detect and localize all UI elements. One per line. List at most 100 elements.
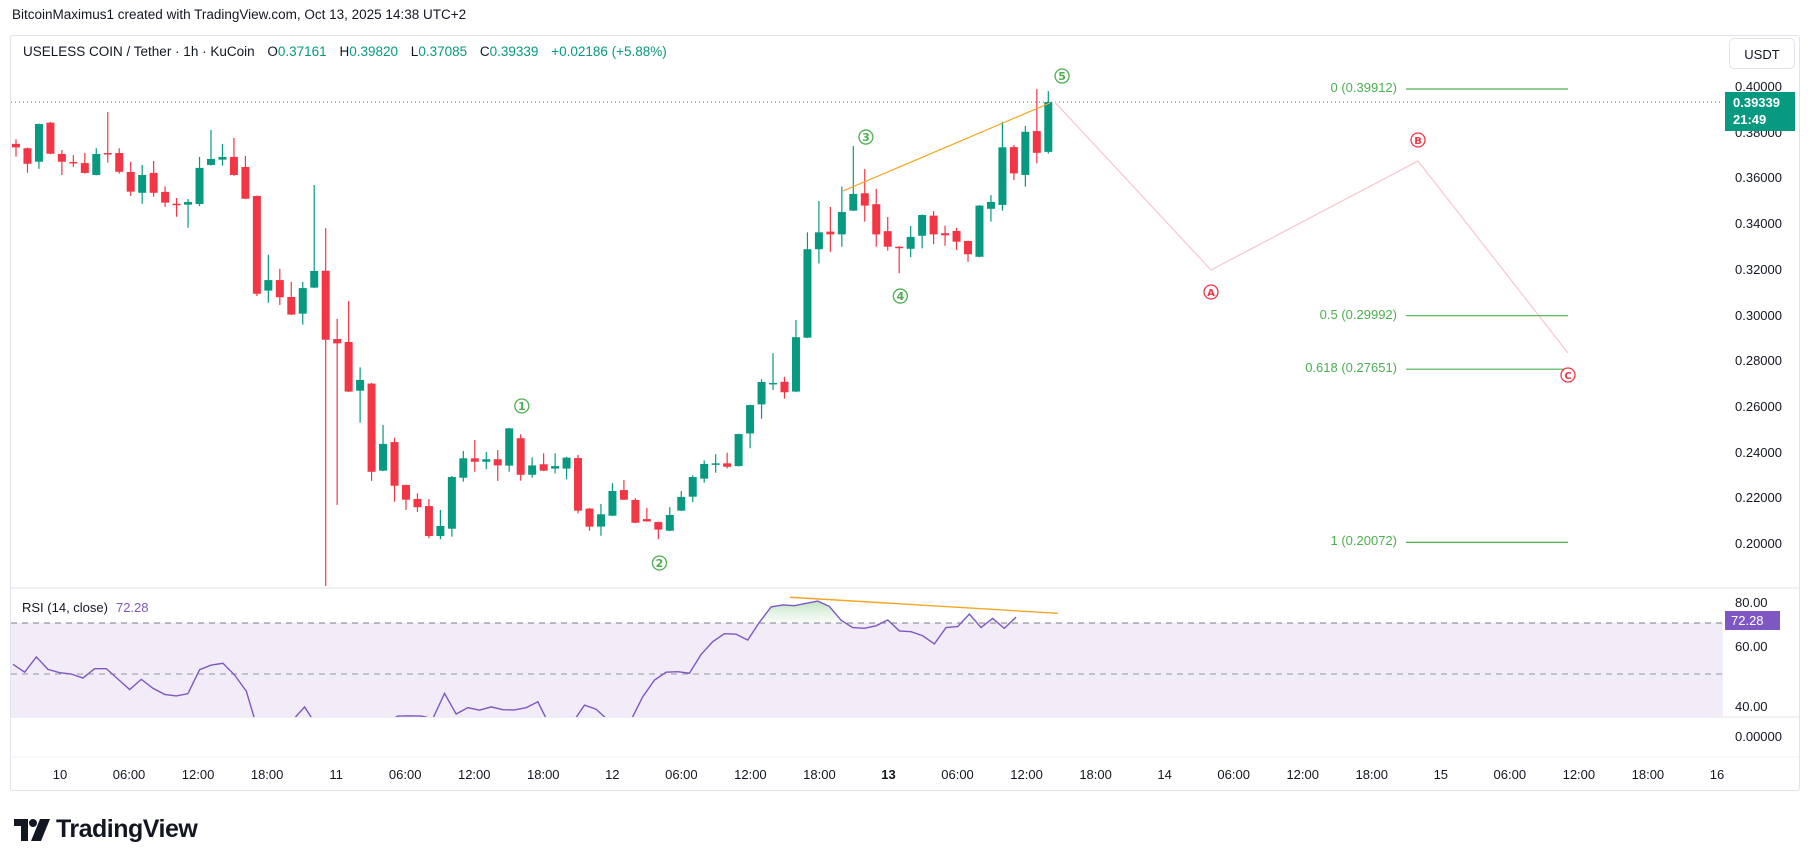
candle[interactable]	[952, 227, 961, 250]
candle[interactable]	[92, 148, 101, 176]
candle[interactable]	[333, 318, 342, 505]
candle[interactable]	[505, 427, 514, 472]
tradingview-logo[interactable]: TradingView	[14, 815, 198, 844]
candle[interactable]	[390, 437, 399, 502]
candle[interactable]	[596, 504, 605, 536]
currency-button[interactable]: USDT	[1729, 38, 1795, 69]
candle[interactable]	[941, 225, 950, 246]
symbol-name[interactable]: USELESS COIN / Tether · 1h · KuCoin	[23, 44, 255, 59]
candle[interactable]	[964, 240, 973, 262]
candle[interactable]	[34, 123, 43, 169]
candle[interactable]	[1021, 126, 1030, 187]
candle[interactable]	[23, 147, 32, 173]
candle[interactable]	[447, 475, 456, 537]
candle[interactable]	[321, 228, 330, 587]
candle[interactable]	[551, 453, 560, 474]
candle[interactable]	[482, 451, 491, 470]
candle[interactable]	[287, 281, 296, 316]
candle[interactable]	[872, 188, 881, 247]
candle[interactable]	[975, 205, 984, 258]
candle[interactable]	[780, 376, 789, 399]
candle[interactable]	[379, 424, 388, 472]
candle[interactable]	[574, 454, 583, 514]
candle[interactable]	[906, 225, 915, 258]
candle[interactable]	[218, 143, 227, 166]
candle[interactable]	[528, 457, 537, 478]
candle[interactable]	[860, 169, 869, 222]
candle[interactable]	[206, 129, 215, 166]
candle[interactable]	[631, 498, 640, 524]
candle[interactable]	[46, 121, 55, 155]
candle[interactable]	[298, 281, 307, 325]
candle[interactable]	[493, 450, 502, 481]
candle[interactable]	[367, 382, 376, 481]
candle[interactable]	[711, 454, 720, 473]
candle[interactable]	[998, 121, 1007, 211]
abc-correction-path[interactable]	[1054, 101, 1569, 354]
candle[interactable]	[700, 460, 709, 483]
candle[interactable]	[918, 214, 927, 249]
rsi-pane[interactable]	[11, 596, 1723, 738]
candle[interactable]	[126, 161, 135, 196]
candle[interactable]	[539, 453, 548, 472]
candle[interactable]	[69, 155, 78, 167]
candle[interactable]	[401, 484, 410, 510]
candle[interactable]	[138, 164, 147, 204]
candle[interactable]	[826, 206, 835, 252]
candle[interactable]	[80, 152, 89, 174]
candle[interactable]	[688, 475, 697, 503]
candle[interactable]	[344, 301, 353, 393]
candle[interactable]	[895, 246, 904, 274]
rsi-divergence-line[interactable]	[789, 596, 1059, 615]
candle[interactable]	[585, 507, 594, 531]
rsi-legend[interactable]: RSI (14, close) 72.28	[22, 600, 149, 615]
candle[interactable]	[413, 493, 422, 513]
candle[interactable]	[459, 451, 468, 482]
candle[interactable]	[516, 434, 525, 481]
candle[interactable]	[723, 452, 732, 469]
candle[interactable]	[562, 456, 571, 480]
candle[interactable]	[1032, 89, 1041, 164]
candle[interactable]	[619, 480, 628, 501]
candle[interactable]	[608, 483, 617, 517]
candle[interactable]	[436, 509, 445, 540]
candle[interactable]	[1044, 91, 1053, 154]
candle[interactable]	[161, 186, 170, 207]
candle[interactable]	[734, 433, 743, 467]
candle[interactable]	[642, 507, 651, 522]
candle[interactable]	[654, 521, 663, 540]
candle[interactable]	[849, 145, 858, 212]
price-trendline[interactable]	[842, 102, 1051, 192]
candle[interactable]	[275, 268, 284, 305]
candle[interactable]	[814, 201, 823, 264]
candle[interactable]	[677, 490, 686, 512]
candle[interactable]	[791, 320, 800, 393]
candle[interactable]	[929, 211, 938, 245]
candle[interactable]	[252, 195, 261, 297]
candle[interactable]	[986, 195, 995, 222]
candle[interactable]	[229, 137, 238, 176]
candle[interactable]	[665, 507, 674, 532]
candle[interactable]	[172, 198, 181, 217]
candle[interactable]	[310, 185, 319, 289]
price-pane[interactable]	[11, 88, 1723, 587]
candle[interactable]	[115, 148, 124, 174]
candle[interactable]	[356, 367, 365, 423]
candle[interactable]	[837, 186, 846, 247]
candle[interactable]	[1009, 145, 1018, 180]
candle[interactable]	[746, 404, 755, 449]
candle[interactable]	[241, 156, 250, 200]
candle[interactable]	[424, 498, 433, 539]
candle[interactable]	[757, 379, 766, 419]
candle[interactable]	[103, 111, 112, 163]
candle[interactable]	[149, 161, 158, 197]
candle[interactable]	[57, 150, 66, 175]
candle[interactable]	[184, 198, 193, 228]
candle[interactable]	[195, 156, 204, 207]
candle[interactable]	[883, 217, 892, 251]
candle[interactable]	[264, 254, 273, 303]
candle[interactable]	[470, 440, 479, 472]
candle[interactable]	[12, 139, 20, 157]
candle[interactable]	[803, 232, 812, 339]
